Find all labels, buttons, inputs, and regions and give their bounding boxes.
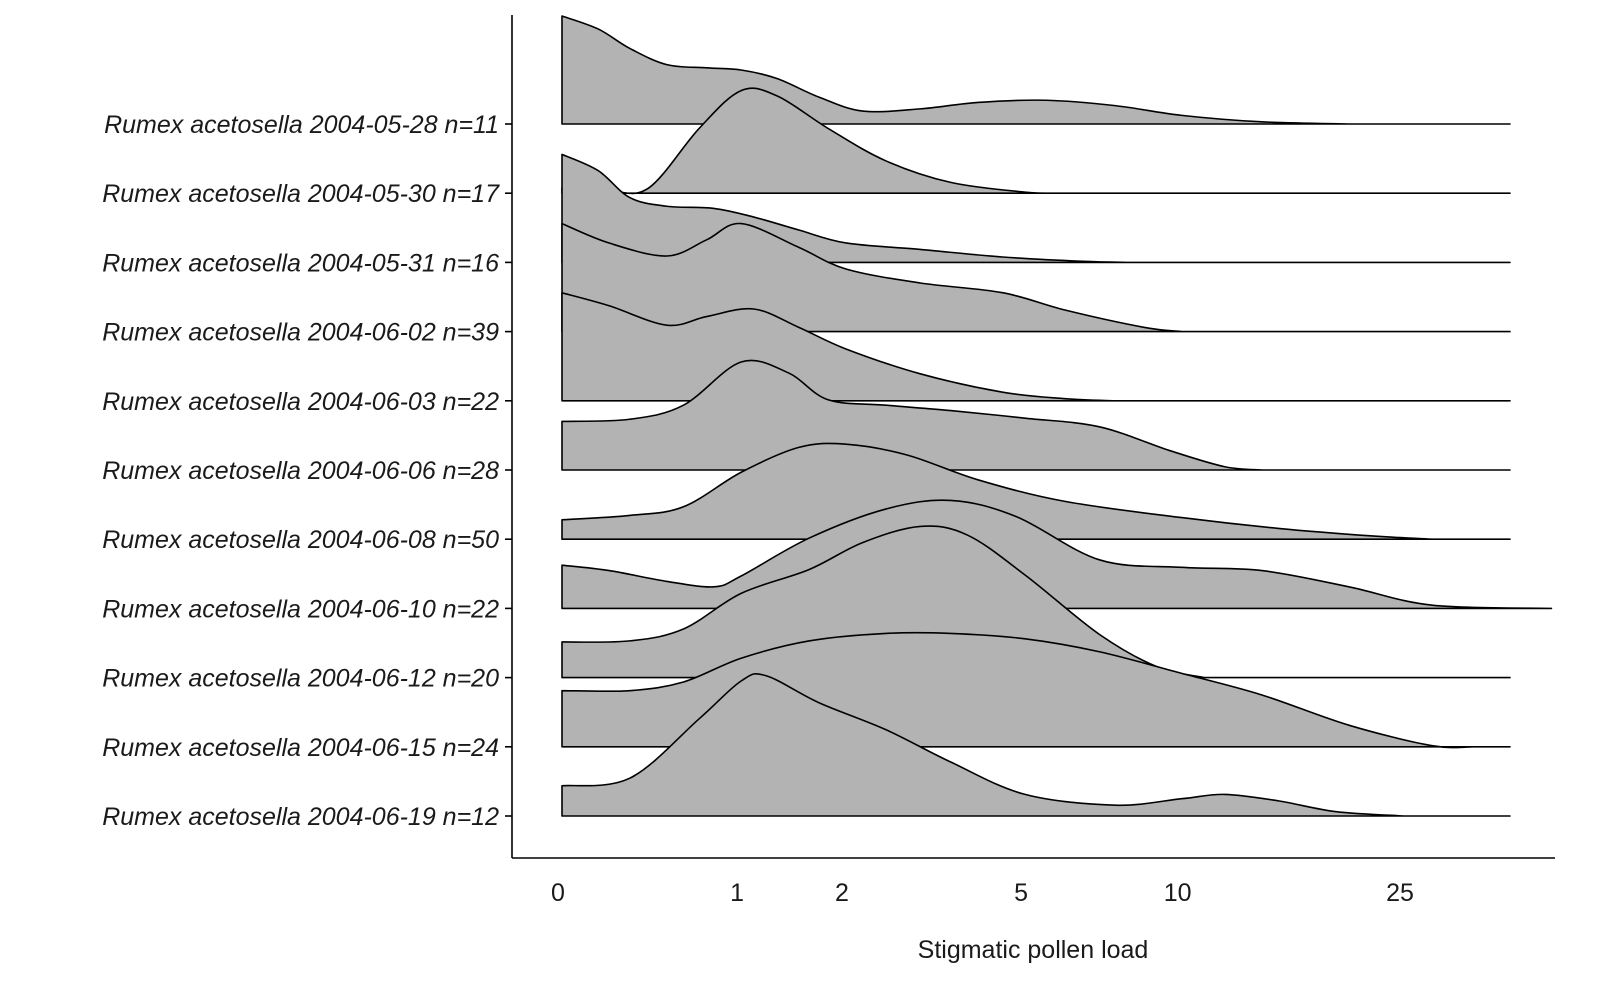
- y-tick-label: Rumex acetosella 2004-05-30 n=17: [102, 180, 500, 208]
- y-tick-label: Rumex acetosella 2004-06-06 n=28: [102, 457, 499, 485]
- y-tick-label: Rumex acetosella 2004-06-10 n=22: [102, 595, 499, 623]
- ridge-11: [561, 673, 1511, 817]
- x-tick-label: 5: [1014, 879, 1028, 907]
- x-tick-label: 10: [1164, 879, 1192, 907]
- y-tick-label: Rumex acetosella 2004-05-28 n=11: [104, 111, 499, 139]
- ridge-5: [561, 292, 1511, 402]
- ridge-3: [561, 153, 1511, 264]
- y-tick-label: Rumex acetosella 2004-06-03 n=22: [102, 388, 499, 416]
- ridge-9: [561, 525, 1511, 679]
- ridge-7: [561, 442, 1511, 540]
- y-tick-label: Rumex acetosella 2004-06-12 n=20: [102, 665, 499, 693]
- y-tick-label: Rumex acetosella 2004-05-31 n=16: [102, 249, 499, 277]
- x-axis-title: Stigmatic pollen load: [918, 936, 1149, 964]
- y-tick-label: Rumex acetosella 2004-06-15 n=24: [102, 734, 499, 762]
- x-tick-label: 25: [1386, 879, 1414, 907]
- ridge-1: [561, 15, 1511, 125]
- ridge-6: [561, 359, 1511, 471]
- x-tick-label: 0: [551, 879, 565, 907]
- ridges: [561, 15, 1553, 817]
- x-tick-label: 2: [835, 879, 849, 907]
- x-tick-label: 1: [730, 879, 744, 907]
- ridge-2: [561, 87, 1511, 195]
- y-tick-labels: Rumex acetosella 2004-05-28 n=11 Rumex ac…: [102, 111, 512, 831]
- y-tick-label: Rumex acetosella 2004-06-08 n=50: [102, 526, 499, 554]
- ridge-4: [561, 222, 1511, 333]
- y-tick-label: Rumex acetosella 2004-06-02 n=39: [102, 319, 499, 347]
- x-tick-labels: 0 1 2 5 10 25: [551, 879, 1414, 907]
- y-tick-label: Rumex acetosella 2004-06-19 n=12: [102, 803, 499, 831]
